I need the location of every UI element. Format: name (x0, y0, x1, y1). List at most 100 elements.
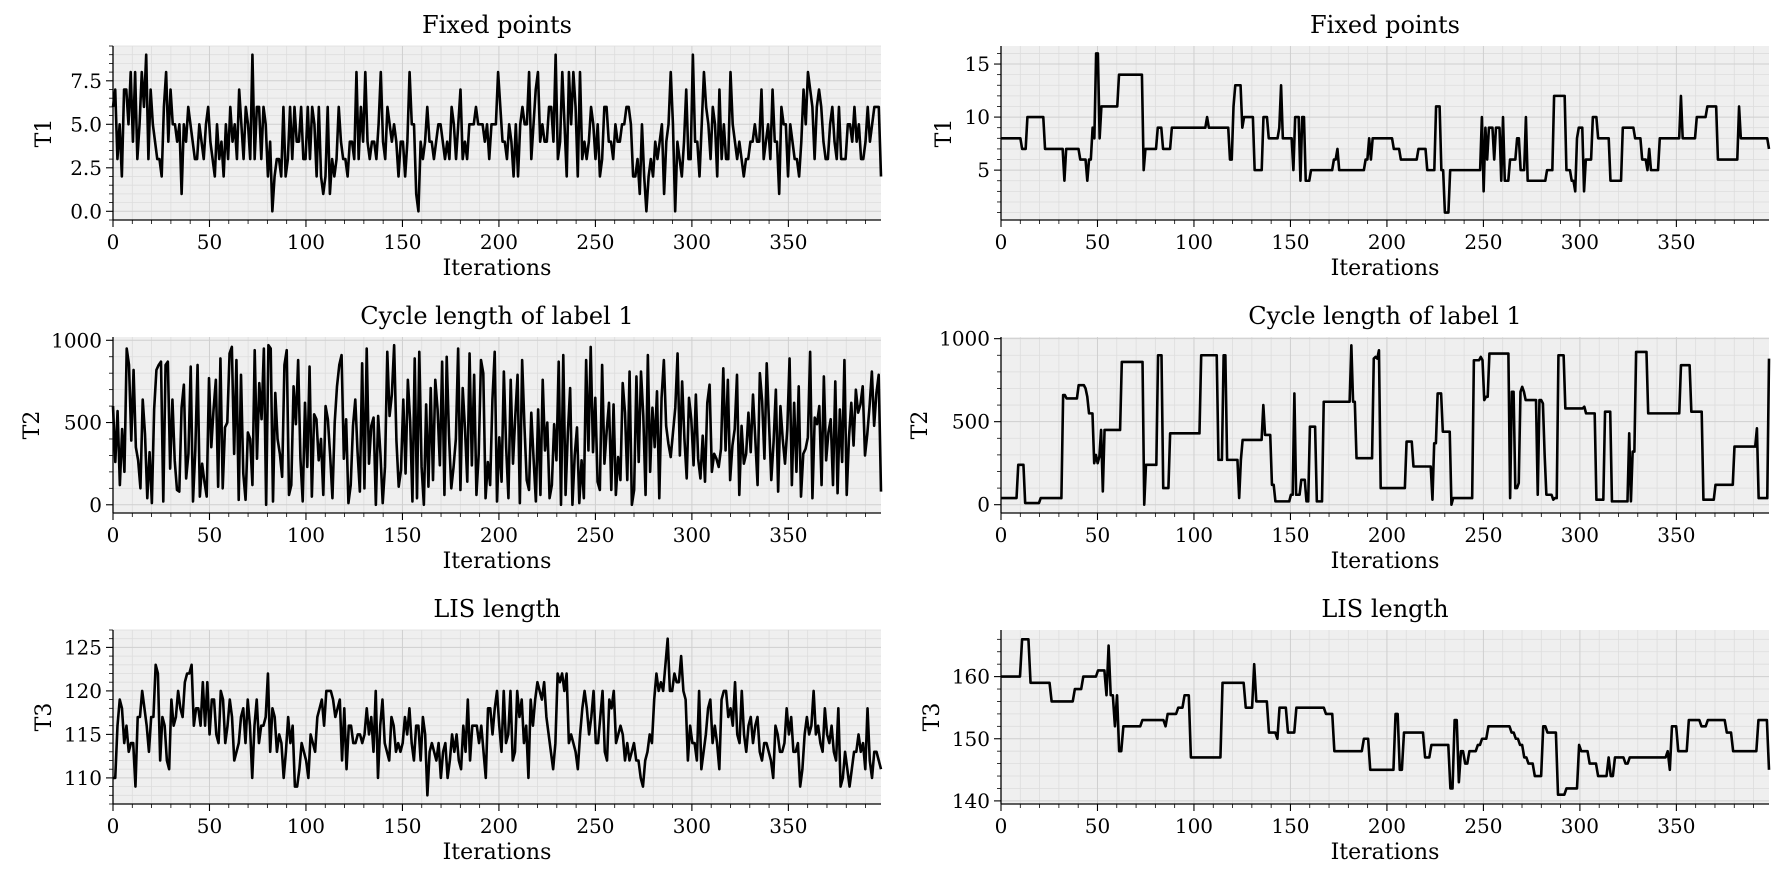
chart3-x-tick-label: 150 (1271, 523, 1309, 547)
chart4-x-tick-label: 200 (480, 814, 518, 838)
chart5-y-axis-label: T3 (920, 703, 945, 732)
chart5-y-tick-label: 160 (952, 665, 990, 689)
chart5-x-tick-label: 350 (1657, 814, 1695, 838)
chart3-x-tick-label: 300 (1561, 523, 1599, 547)
chart2-y-tick-label: 500 (64, 411, 102, 435)
chart3-x-axis-label: Iterations (1331, 549, 1440, 574)
chart2-x-tick-label: 350 (769, 523, 807, 547)
chart0-y-tick-label: 7.5 (70, 69, 102, 93)
chart4-x-axis-label: Iterations (443, 840, 552, 865)
chart0-x-tick-label: 50 (197, 230, 222, 254)
chart1-y-tick-label: 5 (977, 158, 990, 182)
chart3-x-tick-label: 0 (995, 523, 1008, 547)
chart5-x-tick-label: 0 (995, 814, 1008, 838)
chart3-y-tick-label: 0 (977, 493, 990, 517)
chart2-x-tick-label: 300 (673, 523, 711, 547)
panel-cycle-length-left: 0 50 100 150 200 250 300 350 0 500 1000 Cycle lengt… (20, 302, 883, 574)
chart5-plot-area (1001, 630, 1769, 804)
chart5-x-axis-label: Iterations (1331, 840, 1440, 865)
chart1-x-tick-label: 200 (1368, 230, 1406, 254)
chart3-y-tick-label: 1000 (939, 327, 990, 351)
chart1-x-tick-label: 50 (1085, 230, 1110, 254)
chart5-y-tick-label: 140 (952, 789, 990, 813)
chart2-y-tick-label: 1000 (51, 328, 102, 352)
chart1-x-tick-label: 150 (1271, 230, 1309, 254)
chart1-series-0-line (1001, 52, 1771, 214)
chart4-x-tick-label: 0 (107, 814, 120, 838)
chart3-y-axis-label: T2 (908, 411, 933, 440)
chart4-x-tick-label: 300 (673, 814, 711, 838)
chart1-x-tick-label: 300 (1561, 230, 1599, 254)
chart0-x-tick-label: 250 (576, 230, 614, 254)
chart5-x-tick-label: 300 (1561, 814, 1599, 838)
chart0-y-axis-label: T1 (32, 119, 57, 148)
chart4-y-tick-label: 120 (64, 679, 102, 703)
chart3-x-tick-label: 200 (1368, 523, 1406, 547)
chart4-y-axis-label: T3 (32, 703, 57, 732)
chart1-x-tick-label: 0 (995, 230, 1008, 254)
chart0-y-tick-label: 0.0 (70, 199, 102, 223)
panel-fixed-points-right: 0 50 100 150 200 250 300 350 5 10 15 Fixed points It… (932, 11, 1771, 281)
chart4-series-0-line (113, 637, 883, 797)
chart0-x-tick-label: 350 (769, 230, 807, 254)
chart4-title: LIS length (433, 595, 560, 623)
chart2-x-tick-label: 0 (107, 523, 120, 547)
chart0-x-tick-label: 200 (480, 230, 518, 254)
chart1-x-tick-label: 350 (1657, 230, 1695, 254)
chart0-x-axis-label: Iterations (443, 256, 552, 281)
chart5-title: LIS length (1321, 595, 1448, 623)
chart2-x-tick-label: 50 (197, 523, 222, 547)
chart2-y-tick-label: 0 (89, 493, 102, 517)
chart5-x-tick-label: 250 (1464, 814, 1502, 838)
panel-lis-length-left: 0 50 100 150 200 250 300 350 110 115 120 125 LIS len… (32, 595, 883, 865)
chart3-x-tick-label: 50 (1085, 523, 1110, 547)
chart1-plot-area (1001, 46, 1769, 220)
chart4-x-tick-label: 350 (769, 814, 807, 838)
chart4-y-tick-label: 110 (64, 766, 102, 790)
chart2-x-tick-label: 250 (576, 523, 614, 547)
chart4-y-tick-label: 115 (64, 722, 102, 746)
chart0-x-tick-label: 150 (383, 230, 421, 254)
chart0-y-tick-label: 2.5 (70, 156, 102, 180)
chart3-x-tick-label: 250 (1464, 523, 1502, 547)
chart4-x-tick-label: 50 (197, 814, 222, 838)
chart0-title: Fixed points (422, 11, 572, 39)
chart3-series-0-line (1001, 344, 1771, 506)
chart2-x-tick-label: 200 (480, 523, 518, 547)
chart2-series-0-line (111, 343, 883, 507)
chart0-x-tick-label: 100 (287, 230, 325, 254)
chart3-y-tick-label: 500 (952, 410, 990, 434)
chart2-x-axis-label: Iterations (443, 549, 552, 574)
chart0-x-tick-label: 300 (673, 230, 711, 254)
chart2-y-axis-label: T2 (20, 411, 45, 440)
chart5-x-tick-label: 100 (1175, 814, 1213, 838)
chart4-x-tick-label: 100 (287, 814, 325, 838)
chart0-x-tick-label: 0 (107, 230, 120, 254)
chart0-y-tick-label: 5.0 (70, 112, 102, 136)
chart2-title: Cycle length of label 1 (360, 302, 633, 330)
chart5-y-tick-label: 150 (952, 727, 990, 751)
chart5-series-0-line (1001, 638, 1771, 796)
chart4-x-tick-label: 150 (383, 814, 421, 838)
chart3-x-tick-label: 350 (1657, 523, 1695, 547)
chart4-x-tick-label: 250 (576, 814, 614, 838)
panel-lis-length-right: 0 50 100 150 200 250 300 350 140 150 160 LIS length… (920, 595, 1771, 865)
chart1-x-axis-label: Iterations (1331, 256, 1440, 281)
chart5-x-tick-label: 150 (1271, 814, 1309, 838)
chart4-y-tick-label: 125 (64, 635, 102, 659)
chart1-title: Fixed points (1310, 11, 1460, 39)
chart2-x-tick-label: 150 (383, 523, 421, 547)
panel-cycle-length-right: 0 50 100 150 200 250 300 350 0 500 1000 Cycle lengt… (908, 302, 1771, 574)
chart1-x-tick-label: 100 (1175, 230, 1213, 254)
chart5-x-tick-label: 200 (1368, 814, 1406, 838)
chart1-y-tick-label: 15 (965, 52, 990, 76)
chart1-y-axis-label: T1 (932, 119, 957, 148)
chart2-x-tick-label: 100 (287, 523, 325, 547)
chart5-x-tick-label: 50 (1085, 814, 1110, 838)
chart3-plot-area (1001, 337, 1769, 513)
chart1-y-tick-label: 10 (965, 105, 990, 129)
chart1-x-tick-label: 250 (1464, 230, 1502, 254)
chart3-x-tick-label: 100 (1175, 523, 1213, 547)
panel-fixed-points-left: 0 50 100 150 200 250 300 350 0.0 2.5 5.0 7.5 Fixed p… (32, 11, 883, 281)
